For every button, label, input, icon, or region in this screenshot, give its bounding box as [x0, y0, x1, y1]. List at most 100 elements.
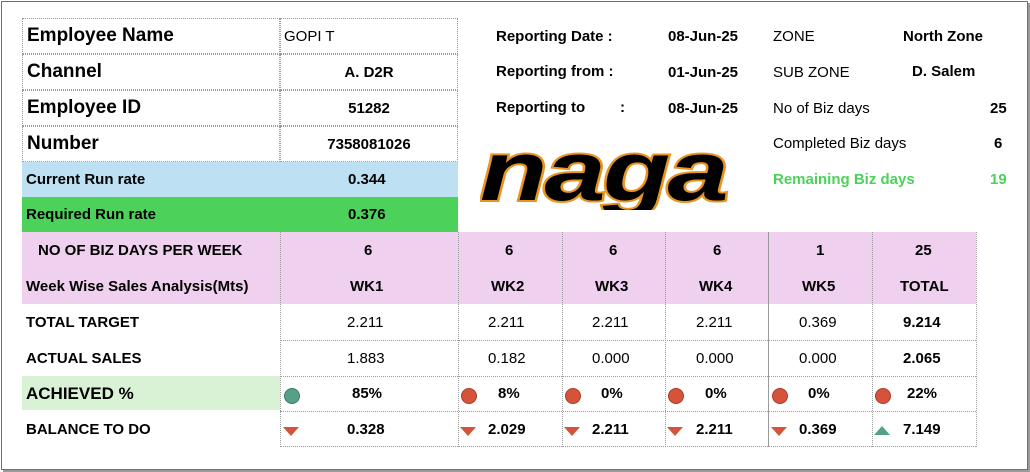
wk1-header: WK1 — [350, 278, 384, 295]
total-achieved: 22% — [907, 385, 938, 402]
biz-days-value: 25 — [990, 100, 1007, 117]
reporting-date-label: Reporting Date : — [496, 28, 613, 45]
achieved-label-bg — [22, 376, 280, 410]
achieved-label: ACHIEVED % — [26, 384, 134, 403]
reporting-from-label: Reporting from : — [496, 63, 614, 80]
sales-analysis-label: Week Wise Sales Analysis(Mts) — [26, 278, 249, 295]
wk1-actual: 1.883 — [347, 350, 385, 367]
wk1-target: 2.211 — [347, 314, 384, 331]
reporting-to-colon: : — [620, 99, 625, 116]
total-header: TOTAL — [900, 278, 949, 295]
wk1-days: 6 — [364, 242, 373, 259]
employee-name-label: Employee Name — [22, 18, 280, 54]
red-circle-icon — [772, 388, 788, 404]
reporting-date-value: 08-Jun-25 — [668, 28, 739, 45]
biz-days-per-week-label: NO OF BIZ DAYS PER WEEK — [38, 242, 243, 259]
remaining-biz-days-value: 19 — [990, 171, 1007, 188]
wk5-achieved: 0% — [808, 385, 830, 402]
table-header-bg — [22, 232, 976, 304]
zone-label: ZONE — [773, 28, 815, 45]
current-run-rate-row: Current Run rate 0.344 — [22, 162, 458, 197]
required-run-rate-value: 0.376 — [348, 206, 386, 223]
wk4-balance: 2.211 — [696, 421, 733, 438]
naga-logo: naga — [480, 138, 730, 210]
red-circle-icon — [875, 388, 891, 404]
wk3-days: 6 — [609, 242, 618, 259]
required-run-rate-row: Required Run rate 0.376 — [22, 197, 458, 232]
total-actual: 2.065 — [903, 350, 941, 367]
actual-sales-label: ACTUAL SALES — [26, 350, 142, 367]
reporting-from-value: 01-Jun-25 — [668, 64, 739, 81]
logo-text: naga — [480, 138, 726, 210]
wk3-target: 2.211 — [592, 314, 629, 331]
green-circle-icon — [284, 388, 300, 404]
total-balance: 7.149 — [903, 421, 941, 438]
wk2-header: WK2 — [491, 278, 525, 295]
wk2-actual: 0.182 — [488, 350, 526, 367]
red-circle-icon — [668, 388, 684, 404]
grid-line — [562, 232, 563, 447]
wk4-achieved: 0% — [705, 385, 727, 402]
grid-line — [976, 232, 977, 447]
reporting-to-value: 08-Jun-25 — [668, 100, 739, 117]
red-down-triangle-icon — [283, 427, 299, 436]
total-target-label: TOTAL TARGET — [26, 314, 140, 331]
wk4-days: 6 — [713, 242, 722, 259]
wk5-days: 1 — [816, 242, 825, 259]
wk3-header: WK3 — [595, 278, 629, 295]
remaining-biz-days-label: Remaining Biz days — [773, 171, 915, 188]
wk3-achieved: 0% — [601, 385, 623, 402]
red-down-triangle-icon — [564, 427, 580, 436]
reporting-to-label: Reporting to — [496, 99, 586, 116]
grid-line — [665, 232, 666, 447]
wk5-target: 0.369 — [799, 314, 837, 331]
number-value: 7358081026 — [280, 126, 458, 162]
sub-zone-value: D. Salem — [912, 63, 976, 80]
grid-line — [768, 232, 769, 447]
wk4-target: 2.211 — [696, 314, 733, 331]
current-run-rate-label: Current Run rate — [26, 171, 146, 188]
grid-line — [280, 232, 281, 447]
required-run-rate-label: Required Run rate — [26, 206, 157, 223]
wk5-balance: 0.369 — [799, 421, 837, 438]
grid-line — [280, 340, 976, 341]
total-days: 25 — [915, 242, 932, 259]
wk2-achieved: 8% — [498, 385, 520, 402]
green-up-triangle-icon — [874, 426, 890, 435]
channel-label: Channel — [22, 54, 280, 90]
wk2-days: 6 — [505, 242, 514, 259]
red-down-triangle-icon — [771, 427, 787, 436]
biz-days-label: No of Biz days — [773, 100, 870, 117]
grid-line — [458, 232, 459, 447]
red-circle-icon — [461, 388, 477, 404]
employee-id-label: Employee ID — [22, 90, 280, 126]
red-down-triangle-icon — [460, 427, 476, 436]
wk3-actual: 0.000 — [592, 350, 630, 367]
channel-value: A. D2R — [280, 54, 458, 90]
total-target: 9.214 — [903, 314, 941, 331]
wk2-balance: 2.029 — [488, 421, 526, 438]
wk1-balance: 0.328 — [347, 421, 385, 438]
wk5-actual: 0.000 — [799, 350, 837, 367]
red-circle-icon — [565, 388, 581, 404]
red-down-triangle-icon — [667, 427, 683, 436]
grid-line — [280, 446, 976, 447]
wk2-target: 2.211 — [488, 314, 525, 331]
wk1-achieved: 85% — [352, 385, 383, 402]
sub-zone-label: SUB ZONE — [773, 64, 850, 81]
wk4-header: WK4 — [699, 278, 733, 295]
wk3-balance: 2.211 — [592, 421, 629, 438]
wk5-header: WK5 — [802, 278, 836, 295]
grid-line — [280, 411, 976, 412]
completed-biz-days-label: Completed Biz days — [773, 135, 907, 152]
employee-name-value: GOPI T — [280, 18, 458, 54]
completed-biz-days-value: 6 — [994, 135, 1003, 152]
grid-line — [872, 232, 873, 447]
number-label: Number — [22, 126, 280, 162]
wk4-actual: 0.000 — [696, 350, 734, 367]
zone-value: North Zone — [903, 28, 983, 45]
balance-to-do-label: BALANCE TO DO — [26, 421, 151, 438]
grid-line — [280, 376, 976, 377]
employee-id-value: 51282 — [280, 90, 458, 126]
current-run-rate-value: 0.344 — [348, 171, 386, 188]
